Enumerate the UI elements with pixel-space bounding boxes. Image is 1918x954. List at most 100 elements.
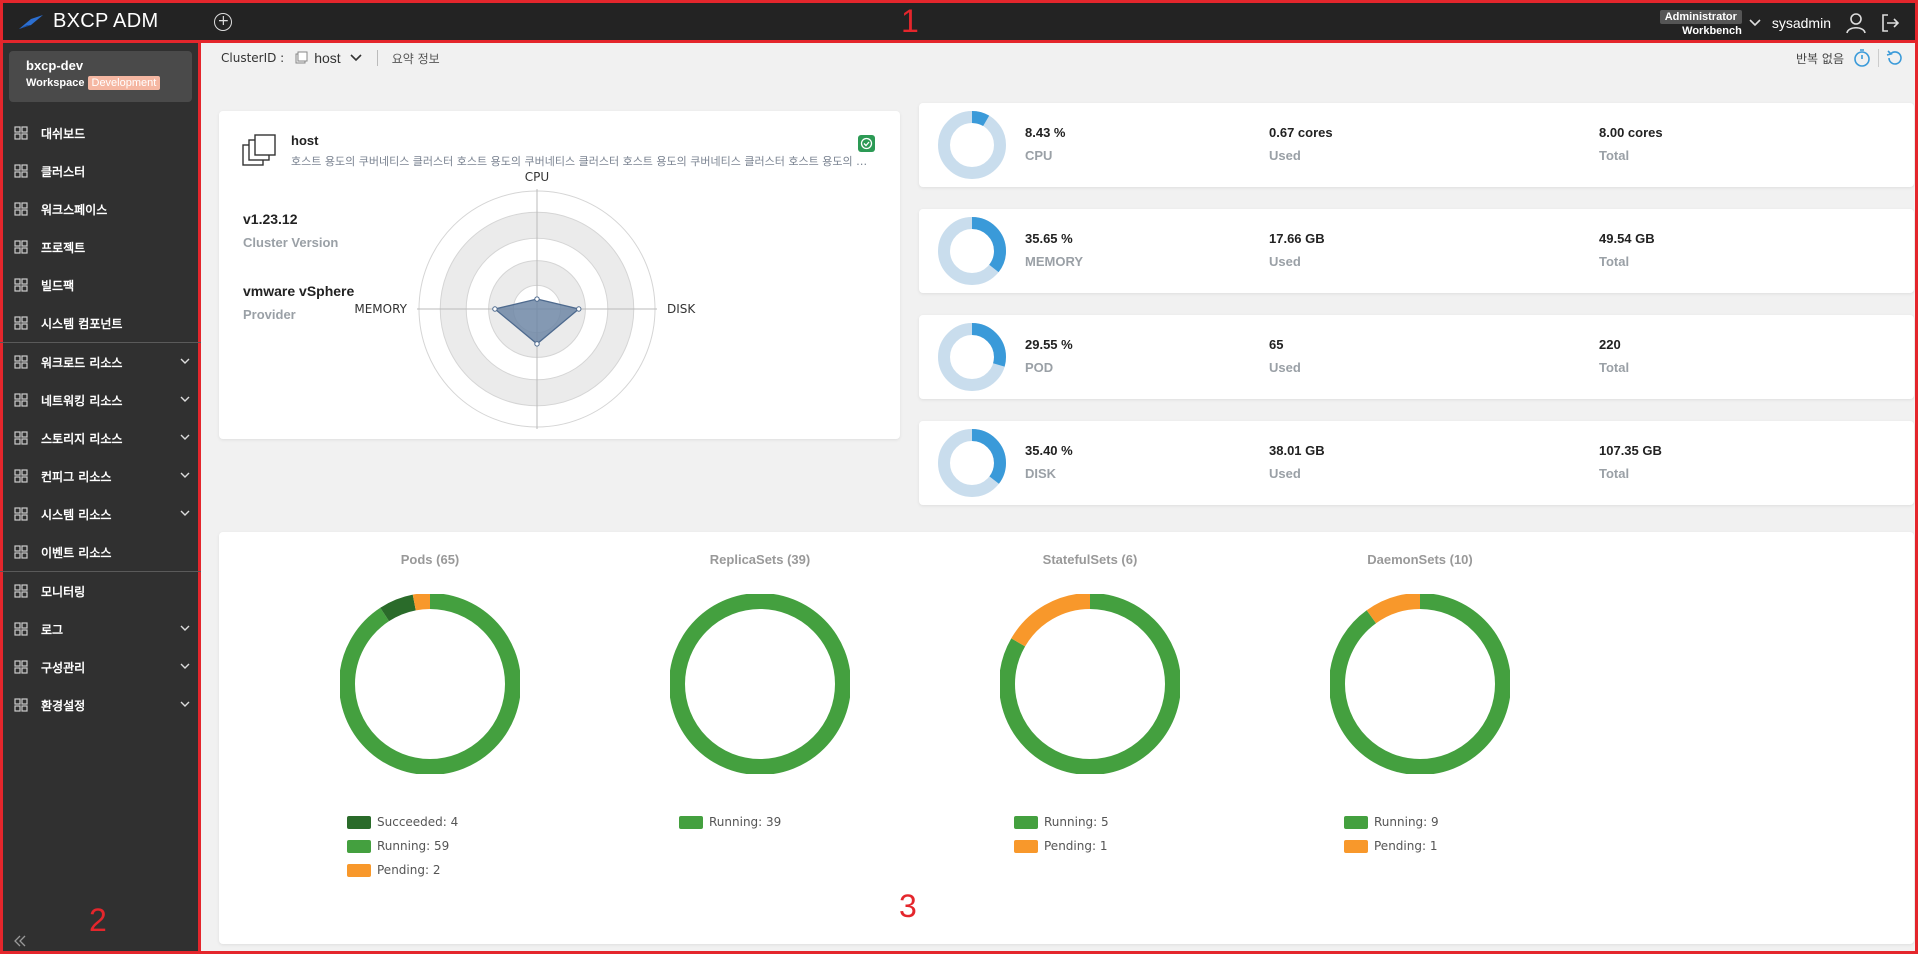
sidebar-item-12[interactable]: 모니터링 [3, 572, 198, 610]
username[interactable]: sysadmin [1771, 15, 1831, 31]
sidebar-item-14[interactable]: 구성관리 [3, 648, 198, 686]
sidebar-item-4[interactable]: 빌드팩 [3, 266, 198, 304]
sidebar-item-1[interactable]: 클러스터 [3, 152, 198, 190]
legend-item[interactable]: Running: 9 [1344, 810, 1439, 834]
chevron-down-icon[interactable] [1748, 18, 1762, 28]
role-switcher[interactable]: Administrator Workbench [1659, 9, 1742, 37]
radar-axis-label: CPU [525, 171, 549, 184]
cluster-select[interactable]: host [314, 50, 341, 66]
sidebar-item-label: 빌드팩 [41, 278, 75, 293]
provider: vmware vSphere [243, 283, 355, 299]
sidebar-item-3[interactable]: 프로젝트 [3, 228, 198, 266]
workspace-name: bxcp-dev [26, 58, 84, 73]
donut-segment[interactable] [1330, 594, 1510, 774]
workload-donut [340, 594, 520, 774]
chevron-down-icon[interactable] [180, 624, 190, 632]
stat-value: 17.66 GB [1269, 231, 1325, 246]
logout-icon[interactable] [1879, 12, 1901, 34]
sidebar-item-13[interactable]: 로그 [3, 610, 198, 648]
chevron-down-icon[interactable] [180, 395, 190, 403]
legend-item[interactable]: Pending: 1 [1344, 834, 1439, 858]
system-icon [14, 507, 28, 521]
timer-icon[interactable] [1852, 48, 1872, 68]
donut-segment[interactable] [1000, 594, 1180, 774]
chevron-down-icon[interactable] [180, 433, 190, 441]
app-logo[interactable]: BXCP ADM [17, 10, 158, 33]
provider-block: vmware vSphere Provider [243, 283, 354, 322]
stat-value: 8.00 cores [1599, 125, 1663, 140]
workload-status-card: Pods (65) Succeeded: 4 Running: 59 Pending:… [219, 532, 1914, 944]
main-content: ClusterID : host 요약 정보 반복 없음 [201, 43, 1918, 954]
stat-value: 29.55 % [1025, 337, 1073, 352]
sidebar-item-6[interactable]: 워크로드 리소스 [3, 343, 198, 381]
legend-label: Running: 5 [1044, 815, 1109, 829]
chevron-down-icon[interactable] [349, 53, 363, 63]
chevron-down-icon[interactable] [180, 700, 190, 708]
sidebar-item-label: 워크스페이스 [41, 202, 108, 217]
stat-column: 8.00 cores Total [1599, 125, 1663, 163]
legend-item[interactable]: Succeeded: 4 [347, 810, 458, 834]
user-icon[interactable] [1845, 12, 1867, 34]
stat-column: 38.01 GB Used [1269, 443, 1325, 481]
top-bar: BXCP ADM + 1 Administrator Workbench sys… [0, 0, 1918, 43]
stat-value: 35.65 % [1025, 231, 1073, 246]
stat-column: 35.65 % MEMORY [1025, 231, 1083, 269]
legend-swatch [1344, 839, 1368, 853]
chevron-down-icon[interactable] [180, 357, 190, 365]
sidebar-item-2[interactable]: 워크스페이스 [3, 190, 198, 228]
sidebar-item-0[interactable]: 대쉬보드 [3, 114, 198, 152]
legend-swatch [679, 815, 703, 829]
stat-column: 0.67 cores Used [1269, 125, 1333, 163]
collapse-sidebar-icon[interactable] [13, 935, 27, 947]
config-icon [14, 469, 28, 483]
legend-label: Running: 59 [377, 839, 450, 853]
legend-swatch [1344, 815, 1368, 829]
refresh-icon[interactable] [1885, 48, 1905, 68]
dashboard-icon [14, 126, 28, 140]
sidebar-item-label: 모니터링 [41, 584, 86, 599]
legend-label: Pending: 1 [1044, 839, 1108, 853]
sidebar-item-10[interactable]: 시스템 리소스 [3, 495, 198, 533]
chevron-down-icon[interactable] [180, 471, 190, 479]
legend-item[interactable]: Running: 59 [347, 834, 458, 858]
role-badge: Administrator [1659, 9, 1742, 24]
stat-label: Total [1599, 466, 1630, 481]
sidebar-item-15[interactable]: 환경설정 [3, 686, 198, 724]
donut-segment[interactable] [340, 594, 520, 774]
workload-legend: Succeeded: 4 Running: 59 Pending: 2 [347, 810, 458, 882]
radar-axis-label: MEMORY [354, 302, 407, 316]
legend-item[interactable]: Pending: 2 [347, 858, 458, 882]
chevron-down-icon[interactable] [180, 662, 190, 670]
sidebar-item-9[interactable]: 컨피그 리소스 [3, 457, 198, 495]
divider [1878, 49, 1879, 67]
donut-segment[interactable] [340, 594, 520, 774]
sidebar-item-label: 네트워킹 리소스 [41, 393, 123, 408]
workload-chart-title: StatefulSets (6) [1042, 552, 1138, 567]
sidebar-item-label: 구성관리 [41, 660, 86, 675]
tab-summary[interactable]: 요약 정보 [391, 51, 440, 66]
workspace-card[interactable]: bxcp-dev Workspace Development [9, 51, 192, 102]
sidebar-item-8[interactable]: 스토리지 리소스 [3, 419, 198, 457]
monitoring-icon [14, 584, 28, 598]
workload-chart-title: DaemonSets (10) [1367, 552, 1473, 567]
radar-point [576, 306, 582, 312]
legend-label: Running: 39 [709, 815, 782, 829]
sidebar-item-5[interactable]: 시스템 컴포넌트 [3, 304, 198, 342]
refresh-interval-label[interactable]: 반복 없음 [1796, 51, 1844, 66]
donut-segment[interactable] [1330, 594, 1510, 774]
legend-item[interactable]: Pending: 1 [1014, 834, 1109, 858]
add-icon[interactable]: + [214, 12, 233, 31]
stat-label: Total [1599, 148, 1630, 163]
workload-donut [670, 594, 850, 774]
legend-item[interactable]: Running: 5 [1014, 810, 1109, 834]
chevron-down-icon[interactable] [180, 509, 190, 517]
legend-label: Succeeded: 4 [377, 815, 459, 829]
workload-icon [14, 355, 28, 369]
donut-segment[interactable] [670, 594, 850, 774]
cluster-cube-icon [242, 134, 276, 166]
stat-column: 29.55 % POD [1025, 337, 1073, 375]
stat-column: 49.54 GB Total [1599, 231, 1655, 269]
sidebar-item-11[interactable]: 이벤트 리소스 [3, 533, 198, 571]
sidebar-item-7[interactable]: 네트워킹 리소스 [3, 381, 198, 419]
legend-item[interactable]: Running: 39 [679, 810, 781, 834]
